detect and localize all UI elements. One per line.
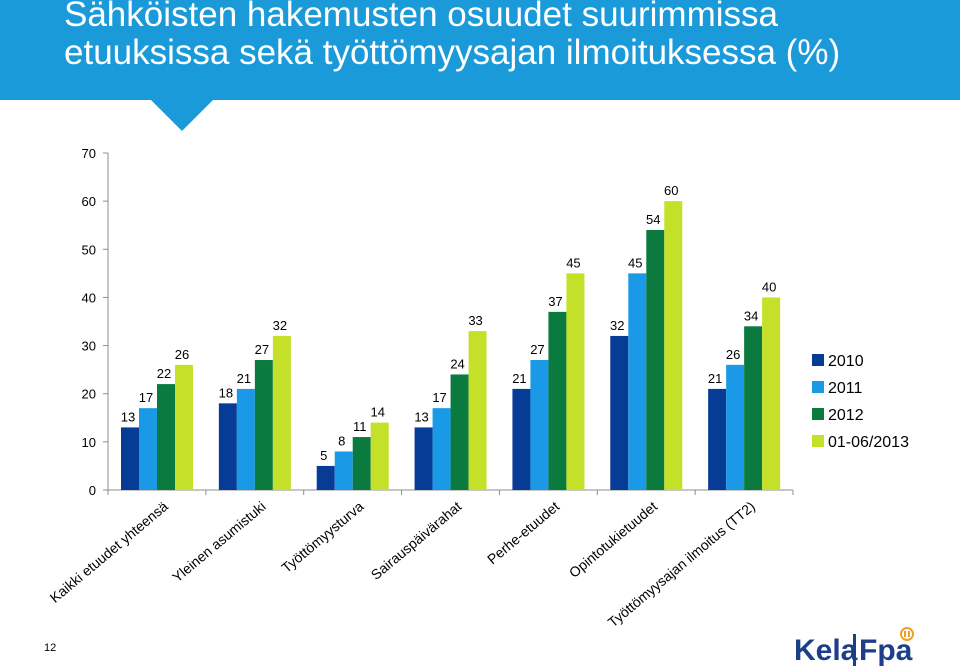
bar [352,437,371,490]
y-tick-label: 0 [89,483,96,498]
title-banner: Sähköisten hakemusten osuudet suurimmiss… [0,0,960,100]
data-label: 33 [468,313,482,328]
logo-emblem-bar-right [908,631,910,637]
legend-label: 2011 [828,380,863,397]
data-label: 22 [157,366,171,381]
data-label: 21 [708,371,722,386]
data-label: 17 [139,390,153,405]
logo-emblem-bar-left [904,631,906,637]
data-label: 37 [548,294,562,309]
bar [175,364,193,490]
data-label: 21 [237,371,251,386]
data-label: 18 [219,385,233,400]
bar [236,388,255,490]
bar [334,451,353,490]
x-category-label: Opintotukietuudet [566,498,660,581]
data-label: 27 [530,342,544,357]
logo-emblem-icon [900,627,914,641]
y-tick-label: 70 [82,146,96,161]
data-label: 60 [664,183,678,198]
legend-swatch [812,354,824,366]
y-tick-label: 40 [82,290,96,305]
data-label: 5 [320,448,327,463]
data-label: 21 [512,371,526,386]
bar [744,326,763,490]
bar [414,427,433,490]
data-label: 26 [726,347,740,362]
x-category-label: Työttömyysturva [278,498,367,576]
bar [708,388,727,490]
data-label: 54 [646,212,660,227]
y-tick-label: 30 [82,339,96,354]
bar [139,408,157,490]
legend-label: 2010 [828,353,864,370]
bar [272,335,291,490]
bar [432,408,451,490]
data-label: 45 [628,255,642,270]
bar [610,335,629,490]
page-title-line-2: etuuksissa sekä työttömyysajan ilmoituks… [64,33,841,72]
x-category-label: Kaikki etuudet yhteensä [47,498,171,606]
data-label: 13 [414,409,428,424]
bar [762,297,781,490]
bar [512,388,531,490]
y-tick-label: 60 [82,194,96,209]
page-title-line-1: Sähköisten hakemusten osuudet suurimmiss… [64,0,778,34]
data-label: 32 [610,318,624,333]
legend-label: 2012 [828,407,864,424]
legend-swatch [812,381,824,393]
y-tick-label: 10 [82,435,96,450]
bar [121,427,139,490]
data-label: 17 [432,390,446,405]
x-category-label: Yleinen asumistuki [169,498,269,585]
bar [157,384,175,490]
legend-label: 01-06/2013 [828,434,909,451]
y-tick-label: 50 [82,242,96,257]
data-label: 8 [338,433,345,448]
data-label: 27 [255,342,269,357]
data-label: 13 [121,409,135,424]
data-label: 34 [744,308,758,323]
logo-divider [853,634,856,666]
bar [646,230,665,490]
y-tick-label: 20 [82,387,96,402]
bar [218,403,237,490]
data-label: 26 [175,347,189,362]
logo-kela-text: Kela [794,634,858,666]
bar [566,273,585,490]
bar [316,465,335,490]
bar [370,422,389,490]
data-label: 45 [566,255,580,270]
bar [548,311,567,490]
bar [628,273,647,490]
x-category-label: Sairauspäivärahat [368,498,465,583]
legend-swatch [812,435,824,447]
x-category-label: Perhe-etuudet [484,498,562,567]
bar [726,364,745,490]
legend-swatch [812,408,824,420]
data-label: 24 [450,356,464,371]
data-label: 40 [762,279,776,294]
bar [468,331,487,490]
page-number: 12 [44,642,57,654]
bar [664,201,683,490]
data-label: 14 [370,405,384,420]
data-label: 32 [273,318,287,333]
kela-fpa-logo: Kela Fpa [794,627,914,666]
banner-notch [150,99,214,131]
bar [530,360,549,490]
data-label: 11 [353,419,367,434]
bar [450,374,469,490]
page-title: Sähköisten hakemusten osuudet suurimmiss… [64,0,944,72]
bar [254,360,273,490]
